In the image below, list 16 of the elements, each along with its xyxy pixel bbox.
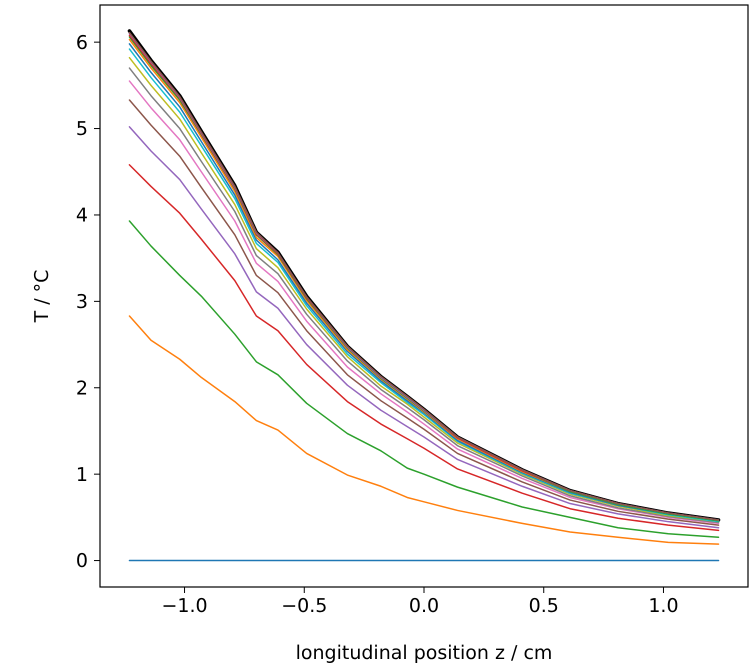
x-axis-title: longitudinal position z / cm <box>296 642 552 664</box>
x-tick-label: 0.0 <box>408 595 440 617</box>
line-series <box>128 315 720 545</box>
x-tick-label: −0.5 <box>281 595 328 617</box>
y-tick-label: 0 <box>76 550 88 572</box>
y-tick-label: 6 <box>76 32 88 54</box>
y-axis-title: T / °C <box>31 270 53 324</box>
x-tick-label: −1.0 <box>161 595 208 617</box>
x-tick-label: 0.5 <box>528 595 559 617</box>
y-tick-label: 2 <box>76 377 88 400</box>
line-series <box>128 220 720 538</box>
y-tick-label: 3 <box>76 291 88 314</box>
x-tick-label: 1.0 <box>648 595 679 617</box>
y-tick-label: 4 <box>76 204 88 227</box>
y-tick-label: 5 <box>76 118 88 140</box>
y-tick-label: 1 <box>76 464 88 486</box>
